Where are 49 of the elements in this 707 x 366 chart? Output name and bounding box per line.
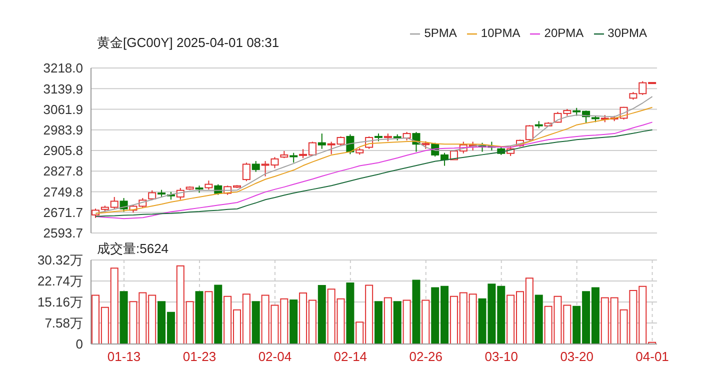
chart-title: 成交量:5624 [97,240,169,258]
bar [214,284,222,344]
bar [412,280,420,344]
y-tick-label: 7.58万 [44,316,83,331]
x-tick-label: 03-20 [560,349,594,364]
x-tick-label: 03-10 [484,349,518,364]
y-tick-label: 3061.9 [43,102,83,117]
x-tick-label: 02-14 [334,349,368,364]
legend-label: 5PMA [424,26,457,40]
bar [252,301,260,344]
bar [384,297,392,344]
bar [402,300,411,344]
legend-label: 20PMA [544,26,584,40]
y-tick-label: 30.32万 [37,252,83,268]
chart-title: 黄金[GC00Y] 2025-04-01 08:31 [97,34,280,52]
candlestick [318,133,326,150]
legend-label: 30PMA [608,26,647,40]
candlestick [290,152,298,164]
x-tick-label: 04-01 [636,349,669,364]
y-tick-label: 2749.8 [43,184,83,200]
legend-label: 10PMA [480,26,520,40]
y-tick-label: 15.16万 [37,294,83,310]
bar [195,291,204,344]
bar [393,301,402,344]
candlestick [346,134,354,155]
bar [120,291,128,344]
y-tick-label: 0 [76,336,83,352]
y-tick-label: 3218.0 [43,60,83,76]
y-tick-label: 3139.9 [43,81,83,96]
y-tick-label: 2983.9 [43,122,83,138]
y-tick-label: 2593.7 [43,226,83,241]
bar [346,282,354,344]
bar [204,291,213,344]
y-tick-label: 2671.7 [43,205,83,220]
y-tick-label: 2905.8 [43,143,83,158]
y-tick-label: 22.74万 [37,274,83,289]
bar [534,294,543,344]
x-tick-label: 01-23 [182,349,216,364]
x-tick-label: 02-26 [409,349,443,364]
bar [318,285,326,344]
candlestick [242,162,250,182]
bar [422,300,430,344]
candlestick [525,124,534,141]
bar [374,301,382,344]
bar [290,299,298,344]
x-tick-label: 02-04 [258,349,292,364]
candlestick [252,160,260,172]
y-tick-label: 2827.8 [43,164,83,179]
x-tick-label: 01-13 [107,349,141,364]
